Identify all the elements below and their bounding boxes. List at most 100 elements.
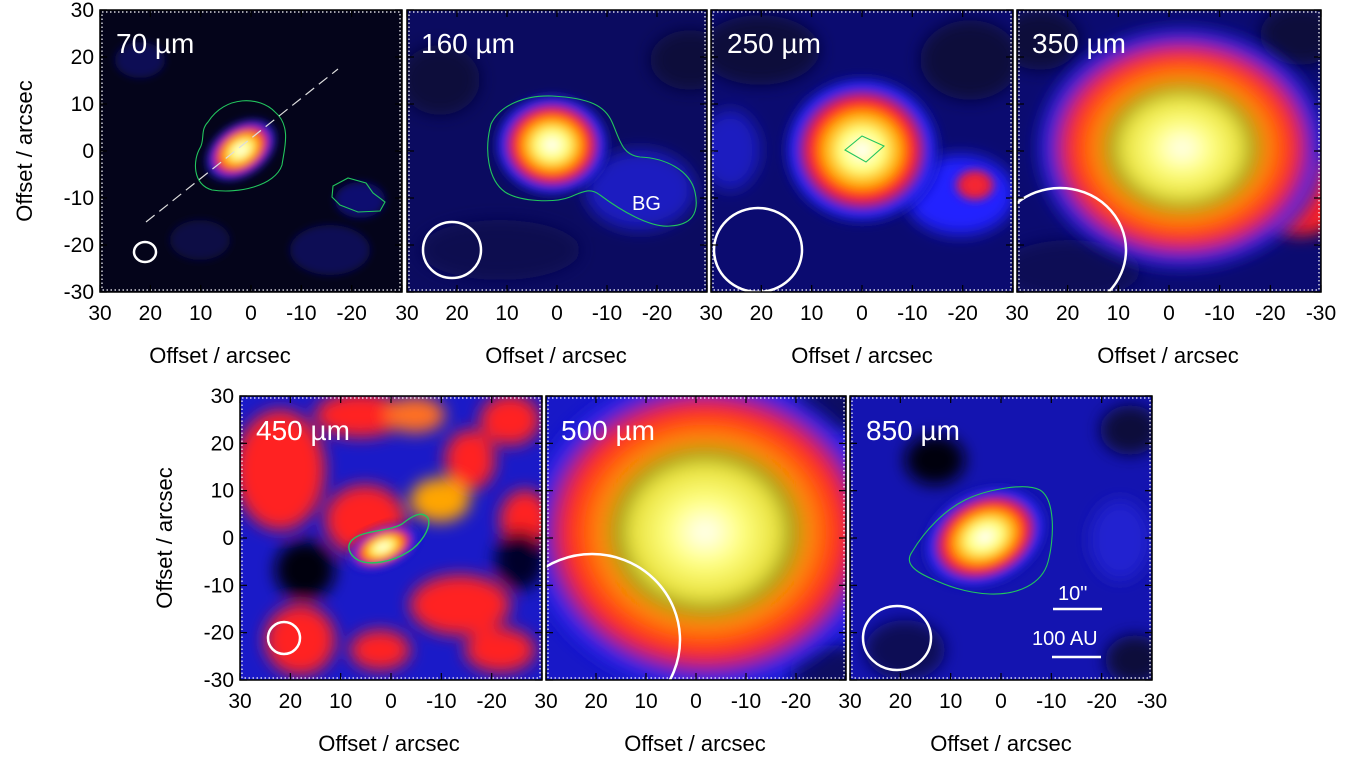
- y-tick-label: 10: [211, 480, 234, 503]
- x-tick-label: 0: [995, 690, 1007, 713]
- x-tick-label: 20: [889, 690, 912, 713]
- panel-450um: [240, 396, 542, 680]
- beam-circle: [1017, 186, 1128, 292]
- contour-line: [348, 513, 430, 564]
- y-tick-label: 30: [211, 385, 234, 408]
- x-tick-label: -30: [1137, 690, 1167, 713]
- x-tick-label: 10: [189, 302, 212, 325]
- x-axis-title: Offset / arcsec: [624, 731, 765, 756]
- x-tick-label: 20: [279, 690, 302, 713]
- x-tick-label: 0: [856, 302, 868, 325]
- x-tick-label: -20: [947, 302, 977, 325]
- x-tick-label: 20: [584, 690, 607, 713]
- panel-160um: BG: [407, 10, 707, 292]
- x-tick-label: 0: [551, 302, 563, 325]
- wavelength-label: 350 µm: [1032, 28, 1126, 59]
- x-tick-label: -20: [336, 302, 366, 325]
- beam-circle: [546, 552, 682, 680]
- beam-circle: [132, 240, 158, 264]
- x-tick-label: 30: [534, 690, 557, 713]
- wavelength-label: 500 µm: [561, 415, 655, 446]
- x-axis-title: Offset / arcsec: [318, 731, 459, 756]
- beam-circle: [266, 620, 302, 656]
- x-tick-label: 20: [750, 302, 773, 325]
- x-axis-title: Offset / arcsec: [1097, 343, 1238, 368]
- y-tick-label: 10: [71, 93, 94, 116]
- contour-line: [487, 95, 697, 227]
- panel-250um: [711, 10, 1013, 292]
- beam-circle: [421, 220, 483, 280]
- x-tick-label: -10: [426, 690, 456, 713]
- y-axis-title: Offset / arcsec: [12, 80, 37, 221]
- angular-scale-label: 10": [1058, 583, 1087, 605]
- x-tick-label: -20: [1255, 302, 1285, 325]
- x-tick-label: 10: [939, 690, 962, 713]
- length-scale-label: 100 AU: [1032, 628, 1098, 650]
- y-tick-label: 0: [222, 527, 234, 550]
- x-tick-label: -10: [592, 302, 622, 325]
- x-axis-title: Offset / arcsec: [930, 731, 1071, 756]
- wavelength-label: 160 µm: [421, 28, 515, 59]
- wavelength-label: 850 µm: [866, 415, 960, 446]
- contour-line: [908, 486, 1053, 595]
- x-tick-label: 30: [699, 302, 722, 325]
- x-tick-label: 20: [445, 302, 468, 325]
- x-tick-label: -20: [1086, 690, 1116, 713]
- x-tick-label: 30: [395, 302, 418, 325]
- y-tick-label: -30: [204, 669, 234, 692]
- y-tick-label: 0: [82, 140, 94, 163]
- x-tick-label: 20: [1056, 302, 1079, 325]
- panel-500um: [546, 396, 846, 680]
- y-tick-label: 20: [211, 432, 234, 455]
- y-tick-label: -20: [64, 234, 94, 257]
- y-tick-label: 30: [71, 0, 94, 22]
- x-tick-label: 10: [329, 690, 352, 713]
- y-axis-title: Offset / arcsec: [152, 467, 177, 608]
- x-tick-label: 30: [88, 302, 111, 325]
- x-tick-label: 0: [245, 302, 257, 325]
- outflow-axis-line: [145, 68, 339, 223]
- beam-circle: [712, 206, 804, 292]
- panel-70um: [100, 10, 402, 292]
- x-tick-label: 30: [228, 690, 251, 713]
- y-tick-label: -10: [204, 574, 234, 597]
- x-tick-label: 0: [1163, 302, 1175, 325]
- x-tick-label: 10: [1107, 302, 1130, 325]
- y-tick-label: -30: [64, 281, 94, 304]
- x-tick-label: 30: [838, 690, 861, 713]
- y-tick-label: 20: [71, 46, 94, 69]
- x-tick-label: -10: [1204, 302, 1234, 325]
- x-tick-label: -10: [731, 690, 761, 713]
- background-source-label: BG: [632, 193, 661, 215]
- x-axis-title: Offset / arcsec: [149, 343, 290, 368]
- wavelength-label: 250 µm: [727, 28, 821, 59]
- x-tick-label: 0: [385, 690, 397, 713]
- x-tick-label: 10: [800, 302, 823, 325]
- panel-350um: [1017, 10, 1321, 292]
- x-tick-label: 30: [1005, 302, 1028, 325]
- x-axis-title: Offset / arcsec: [791, 343, 932, 368]
- x-tick-label: 20: [139, 302, 162, 325]
- wavelength-label: 70 µm: [116, 28, 194, 59]
- y-tick-label: -20: [204, 622, 234, 645]
- x-tick-label: -10: [286, 302, 316, 325]
- x-tick-label: -20: [476, 690, 506, 713]
- x-tick-label: -20: [642, 302, 672, 325]
- wavelength-label: 450 µm: [256, 415, 350, 446]
- beam-circle: [861, 604, 933, 672]
- x-tick-label: -20: [781, 690, 811, 713]
- contour-line: [331, 177, 386, 213]
- panel-850um: 10" 100 AU: [850, 396, 1152, 680]
- y-tick-label: -10: [64, 187, 94, 210]
- x-tick-label: 10: [634, 690, 657, 713]
- x-tick-label: 10: [495, 302, 518, 325]
- contour-line: [194, 100, 287, 192]
- x-tick-label: -10: [1036, 690, 1066, 713]
- x-tick-label: 0: [690, 690, 702, 713]
- x-tick-label: -30: [1306, 302, 1336, 325]
- x-tick-label: -10: [897, 302, 927, 325]
- x-axis-title: Offset / arcsec: [485, 343, 626, 368]
- contour-line: [844, 135, 885, 163]
